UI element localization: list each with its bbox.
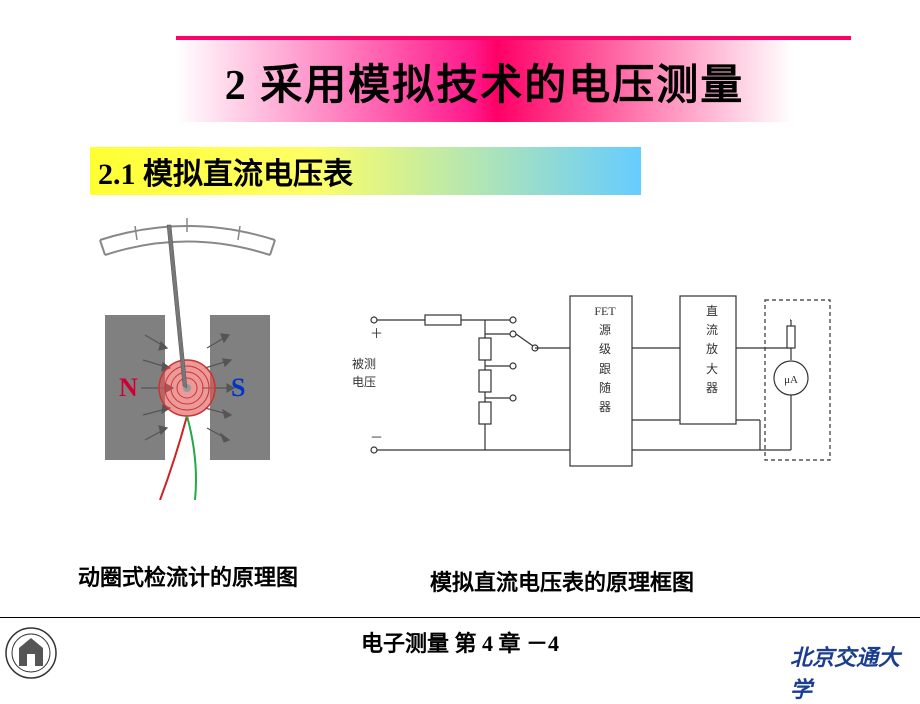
plus-label: ＋ xyxy=(370,326,383,341)
galvanometer-diagram: N S xyxy=(95,210,280,500)
s-pole-label: S xyxy=(231,373,245,402)
block1-label: FET 源 级 跟 随 器 xyxy=(580,302,630,417)
subtitle-box: 2.1 模拟直流电压表 xyxy=(90,147,641,195)
title-box: 2 采用模拟技术的电压测量 xyxy=(176,40,793,122)
main-title: 2 采用模拟技术的电压测量 xyxy=(225,51,745,112)
minus-label: － xyxy=(370,430,383,445)
meter-unit: μA xyxy=(784,374,798,386)
block2-label: 直 流 放 大 器 xyxy=(690,302,734,398)
n-pole-label: N xyxy=(119,373,138,402)
footer-divider xyxy=(0,617,920,618)
section-subtitle: 2.1 模拟直流电压表 xyxy=(98,149,353,193)
footer-text: 电子测量 第 4 章 －4 xyxy=(0,626,920,658)
caption-right: 模拟直流电压表的原理框图 xyxy=(430,565,694,597)
university-seal-icon xyxy=(4,626,58,680)
university-name-logo: 北京交通大学 xyxy=(790,640,910,674)
caption-left: 动圈式检流计的原理图 xyxy=(78,560,298,592)
input-label: 被测 电压 xyxy=(352,355,376,391)
